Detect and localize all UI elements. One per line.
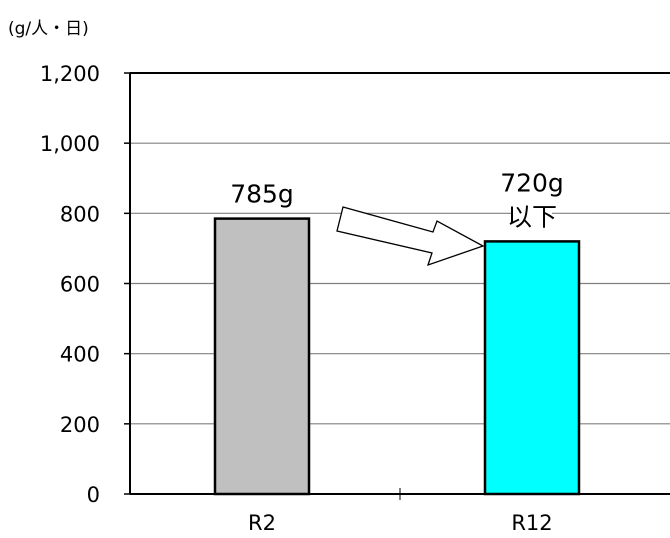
x-tick-label: R12 — [511, 511, 552, 535]
y-tick-label: 400 — [60, 343, 100, 367]
data-labels: 785g 720g 以下 — [228, 166, 566, 232]
bar-r12 — [483, 240, 581, 496]
data-label-bg — [512, 200, 552, 232]
y-tick-label: 0 — [87, 483, 100, 507]
data-label-bg — [228, 177, 296, 209]
x-tick-label: R2 — [248, 511, 276, 535]
y-tick-label: 200 — [60, 413, 100, 437]
y-tick-label: 600 — [60, 273, 100, 297]
data-label-bg — [498, 166, 566, 198]
bar-r2 — [213, 217, 311, 496]
unit-label: (g/人・日) — [8, 19, 89, 39]
bars — [213, 217, 581, 496]
y-tick-label: 800 — [60, 202, 100, 226]
gridlines — [124, 72, 670, 495]
data-label: 720g — [500, 168, 564, 197]
y-tick-labels: 0 200 400 600 800 1,000 1,200 — [40, 62, 100, 507]
y-tick-label: 1,000 — [40, 132, 100, 156]
data-label: 785g — [230, 180, 294, 209]
decrease-arrow — [336, 206, 485, 267]
data-label: 以下 — [507, 202, 557, 231]
x-tick-labels: R2 R12 — [248, 511, 553, 535]
y-tick-label: 1,200 — [40, 62, 100, 86]
